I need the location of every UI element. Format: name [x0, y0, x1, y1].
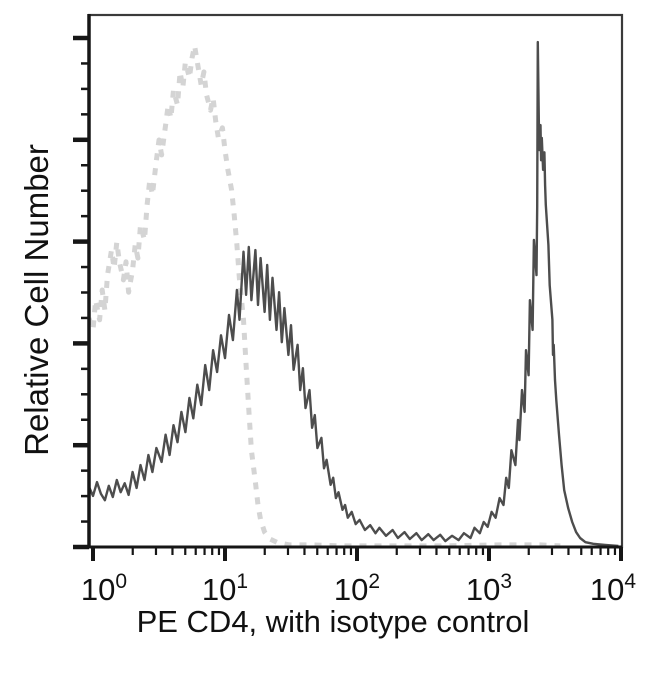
x-axis-title: PE CD4, with isotype control [137, 604, 530, 639]
x-tick-label: 103 [466, 570, 512, 607]
x-tick-labels: 100 101 102 103 104 [81, 570, 636, 607]
y-axis-title: Relative Cell Number [18, 144, 55, 456]
curve-pe-cd4 [89, 40, 619, 547]
x-tick-label: 100 [81, 570, 127, 607]
plot-frame [87, 13, 624, 549]
axis-ticks [73, 35, 623, 561]
x-tick-label: 101 [202, 570, 248, 607]
curve-isotype-control [89, 43, 561, 547]
histogram-curves [89, 40, 619, 547]
x-tick-label: 102 [334, 570, 380, 607]
x-tick-label: 104 [590, 570, 636, 607]
